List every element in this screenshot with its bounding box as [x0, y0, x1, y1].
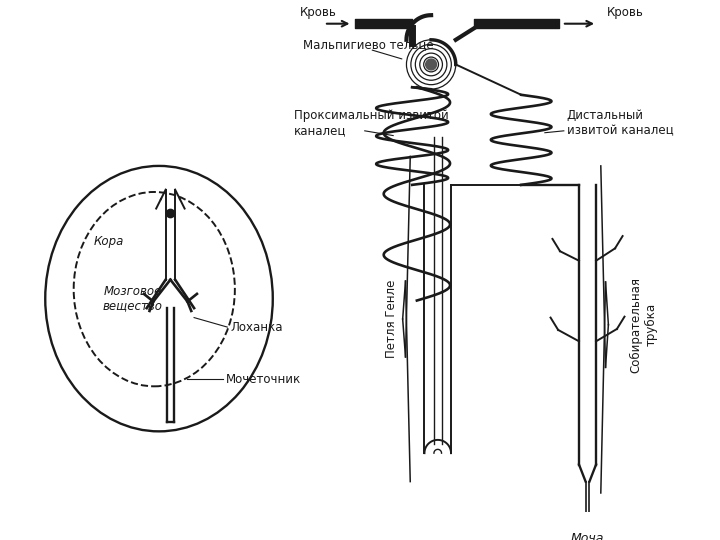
Text: Кровь: Кровь	[606, 6, 644, 19]
Text: Лоханка: Лоханка	[230, 321, 283, 334]
Text: Мозговое
вещество: Мозговое вещество	[102, 285, 163, 313]
Text: Кровь: Кровь	[300, 6, 337, 19]
Text: Кора: Кора	[94, 235, 124, 248]
Text: Проксимальный извитой
каналец: Проксимальный извитой каналец	[294, 109, 449, 137]
Circle shape	[426, 59, 436, 70]
Text: Мочеточник: Мочеточник	[225, 373, 301, 386]
Text: Моча: Моча	[571, 532, 604, 540]
Text: Собирательная
трубка: Собирательная трубка	[629, 276, 657, 373]
Text: Петля Генле: Петля Генле	[384, 280, 397, 358]
Text: Мальпигиево тельце: Мальпигиево тельце	[303, 38, 433, 51]
Text: Дистальный
извитой каналец: Дистальный извитой каналец	[567, 109, 673, 137]
